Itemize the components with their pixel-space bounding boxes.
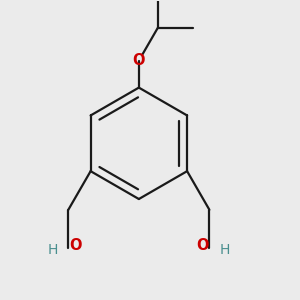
Text: O: O xyxy=(133,53,145,68)
Text: H: H xyxy=(47,243,58,257)
Text: O: O xyxy=(69,238,81,253)
Text: H: H xyxy=(220,243,230,257)
Text: O: O xyxy=(196,238,209,253)
